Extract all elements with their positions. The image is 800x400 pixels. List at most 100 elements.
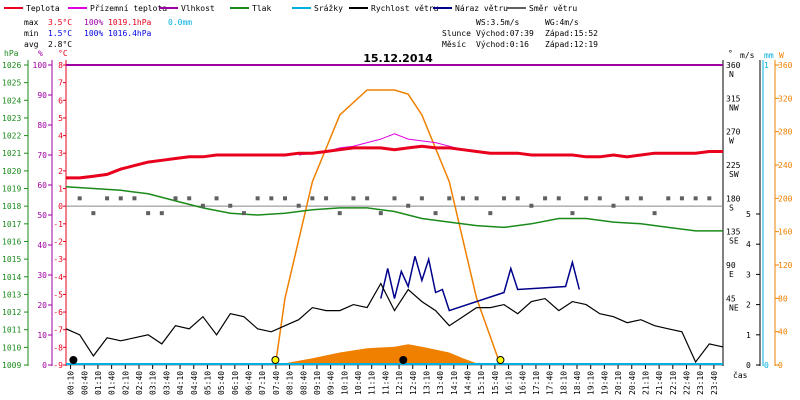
temp-tick-label: -7	[53, 326, 63, 335]
wind-direction-point	[447, 196, 452, 201]
temp-tick-label: 2	[58, 167, 63, 176]
dir-tick-compass: NE	[729, 303, 739, 312]
pct-tick-label: 30	[37, 271, 47, 280]
temp-tick-label: 1	[58, 185, 63, 194]
time-tick-label: 09:10	[313, 371, 322, 395]
chart-date-title: 15.12.2014	[363, 52, 433, 65]
time-tick-label: 03:10	[149, 371, 158, 395]
w-tick-label: 40	[778, 328, 788, 337]
wind-direction-point	[638, 196, 643, 201]
time-tick-label: 08:10	[286, 371, 295, 395]
wind-direction-point	[255, 196, 260, 201]
wind-direction-point	[200, 203, 205, 208]
pct-tick-label: 80	[37, 121, 47, 130]
time-tick-label: 08:40	[299, 371, 308, 395]
temp-tick-label: 5	[58, 114, 63, 123]
wind-direction-point	[584, 196, 589, 201]
time-tick-label: 19:40	[600, 371, 609, 395]
time-tick-label: 23:10	[696, 371, 705, 395]
solar-measured-area	[285, 344, 477, 365]
dir-tick-compass: S	[729, 203, 734, 212]
hpa-tick-label: 1019	[2, 185, 21, 194]
moon-marker	[69, 356, 78, 364]
hpa-tick-label: 1026	[2, 61, 21, 70]
time-tick-label: 15:10	[477, 371, 486, 395]
time-tick-label: 14:10	[450, 371, 459, 395]
wind-direction-point	[324, 196, 329, 201]
mm-tick-label: 1	[764, 61, 769, 70]
wind-direction-point	[707, 196, 712, 201]
pct-tick-label: 60	[37, 181, 47, 190]
dir-tick-compass: N	[729, 70, 734, 79]
hpa-tick-label: 1011	[2, 326, 21, 335]
temp-tick-label: -1	[53, 220, 63, 229]
stat-avg-temp: 2.8°C	[48, 40, 72, 49]
time-tick-label: 11:10	[368, 371, 377, 395]
dir-tick-degree: 90	[726, 261, 736, 270]
wind-direction-point	[693, 196, 698, 201]
time-tick-label: 21:40	[655, 371, 664, 395]
series-layer	[65, 64, 724, 366]
pct-tick-label: 10	[37, 331, 47, 340]
wind-direction-point	[159, 211, 164, 216]
ms-axis-title: m/s	[740, 51, 755, 60]
axes-ticks: 1026102510241023102210211020101910181017…	[2, 61, 793, 395]
moon-set: Západ:12:19	[545, 40, 598, 49]
solar-theoretical-line	[274, 89, 502, 366]
temp-tick-label: 3	[58, 149, 63, 158]
stat-max-temp: 3.5°C	[48, 18, 72, 27]
wind-direction-point	[310, 196, 315, 201]
temp-tick-label: -8	[53, 343, 63, 352]
dir-tick-compass: W	[729, 137, 734, 146]
time-tick-label: 04:10	[176, 371, 185, 395]
hpa-tick-label: 1009	[2, 361, 21, 370]
legend-label: Přízemní teplota	[90, 4, 167, 13]
pressure-line	[65, 186, 723, 232]
pct-tick-label: 50	[37, 211, 47, 220]
wind-direction-point	[91, 211, 96, 216]
pct-tick-label: 0	[42, 361, 47, 370]
stat-max-hum: 100%	[84, 18, 103, 27]
wind-direction-point	[529, 203, 534, 208]
legend-label: Vlhkost	[181, 4, 215, 13]
sun-marker	[271, 356, 280, 364]
time-tick-label: 12:10	[395, 371, 404, 395]
stat-max-rain: 0.0mm	[168, 18, 192, 27]
dir-tick-degree: 270	[726, 128, 741, 137]
stat-max-press: 1019.1hPa	[108, 18, 152, 27]
time-tick-label: 17:10	[532, 371, 541, 395]
deg-axis-title: °	[728, 49, 733, 58]
hpa-tick-label: 1015	[2, 255, 21, 264]
time-tick-label: 06:10	[231, 371, 240, 395]
wind-gust-line	[380, 256, 581, 312]
ms-tick-label: 2	[746, 301, 751, 310]
time-tick-label: 17:40	[546, 371, 555, 395]
temperature-line	[66, 144, 723, 180]
wind-direction-point	[105, 196, 110, 201]
hpa-tick-label: 1014	[2, 273, 21, 282]
time-tick-label: 02:10	[121, 371, 130, 395]
dir-tick-degree: 360	[726, 61, 741, 70]
wind-direction-point	[392, 196, 397, 201]
w-tick-label: 80	[778, 294, 788, 303]
temp-tick-label: -5	[53, 290, 63, 299]
time-tick-label: 14:40	[464, 371, 473, 395]
moon-rise: Východ:0:16	[476, 40, 529, 49]
hpa-tick-label: 1022	[2, 132, 21, 141]
wind-direction-point	[228, 203, 233, 208]
temp-tick-label: -9	[53, 361, 63, 370]
sun-rise: Východ:07:39	[476, 29, 534, 38]
wind-direction-point	[187, 196, 192, 201]
dir-tick-compass: E	[729, 270, 734, 279]
pct-tick-label: 70	[37, 151, 47, 160]
time-tick-label: 07:10	[258, 371, 267, 395]
temp-axis-title: °C	[58, 49, 68, 58]
w-tick-label: 280	[778, 128, 793, 137]
w-tick-label: 160	[778, 228, 793, 237]
ms-tick-label: 1	[746, 331, 751, 340]
pct-tick-label: 90	[37, 91, 47, 100]
time-tick-label: 09:40	[327, 371, 336, 395]
wind-direction-point	[214, 196, 219, 201]
time-tick-label: 16:40	[518, 371, 527, 395]
time-tick-label: 20:40	[628, 371, 637, 395]
